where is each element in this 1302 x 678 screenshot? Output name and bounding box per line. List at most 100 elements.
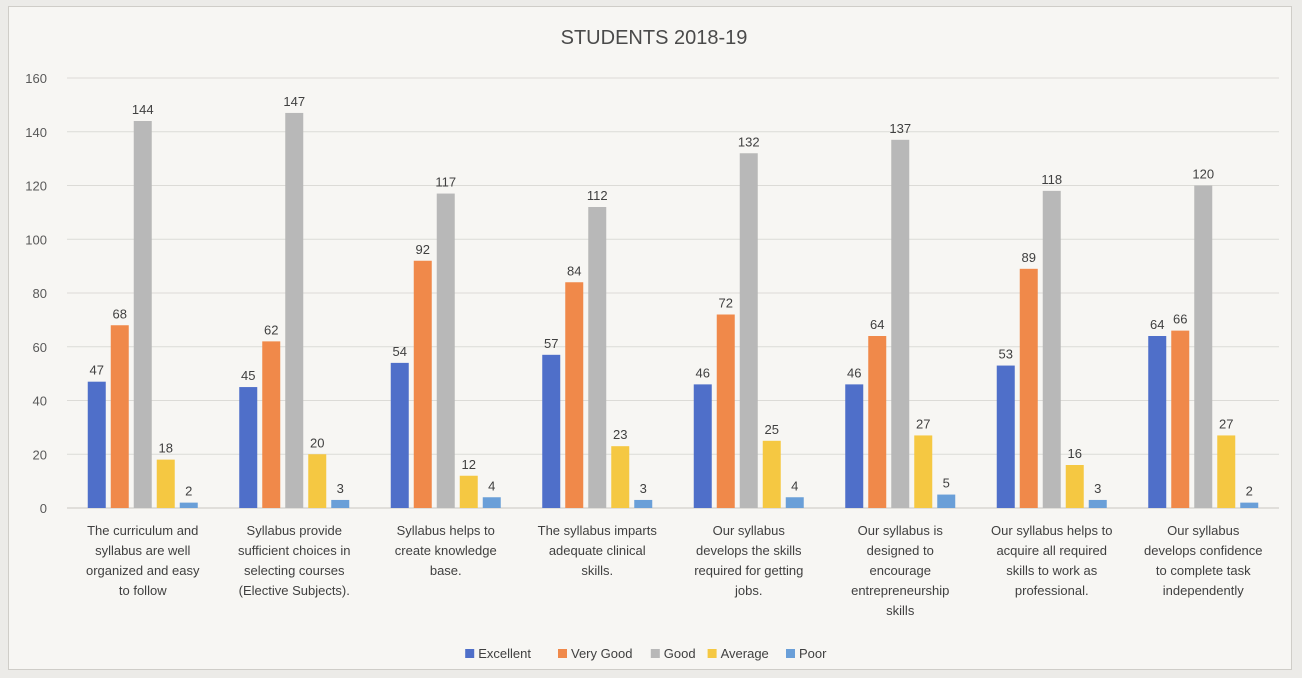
data-label: 47 xyxy=(90,363,104,378)
data-label: 66 xyxy=(1173,312,1187,327)
data-label: 64 xyxy=(1150,317,1164,332)
bar-excellent xyxy=(542,354,561,508)
chart-frame: STUDENTS 2018-19 0 20 40 60 80 100 120 140 160 4… xyxy=(8,6,1292,670)
x-tick-label: Syllabus provide sufficient choices in sel… xyxy=(238,523,351,598)
bar-good xyxy=(285,112,304,508)
data-labels-layer: 4768144182456214720354921171245784112233… xyxy=(90,94,1253,499)
legend-label: Average xyxy=(721,646,769,661)
data-label: 46 xyxy=(847,365,861,380)
data-label: 57 xyxy=(544,336,558,351)
data-label: 120 xyxy=(1192,167,1214,182)
x-tick-label: Our syllabus develops confidence to comple… xyxy=(1144,523,1263,598)
data-label: 117 xyxy=(435,175,456,190)
bar-poor xyxy=(937,494,956,508)
y-tick-label: 120 xyxy=(25,179,47,194)
bar-good xyxy=(891,139,910,508)
bar-good xyxy=(588,207,607,508)
y-tick-label: 20 xyxy=(33,447,47,462)
grid-layer: 0 20 40 60 80 100 120 140 160 xyxy=(25,71,1279,516)
bar-excellent xyxy=(693,384,712,508)
y-tick-label: 60 xyxy=(33,340,47,355)
bar-very-good xyxy=(110,325,129,508)
category-labels-layer: The curriculum and syllabus are well organ… xyxy=(86,523,1263,618)
data-label: 4 xyxy=(791,478,798,493)
bar-poor xyxy=(1240,502,1259,508)
data-label: 23 xyxy=(613,427,627,442)
legend-label: Good xyxy=(664,646,696,661)
chart-svg: STUDENTS 2018-19 0 20 40 60 80 100 120 140 160 4… xyxy=(25,27,1279,661)
bar-very-good xyxy=(1019,268,1038,508)
data-label: 92 xyxy=(416,242,430,257)
x-tick-label: The curriculum and syllabus are well organ… xyxy=(86,523,200,598)
legend-label: Very Good xyxy=(571,646,632,661)
data-label: 3 xyxy=(1094,481,1101,496)
bar-excellent xyxy=(390,362,409,508)
data-label: 25 xyxy=(765,422,779,437)
legend: Excellent Very Good Good Average Poor xyxy=(465,646,827,661)
y-tick-label: 100 xyxy=(25,232,47,247)
data-label: 45 xyxy=(241,368,255,383)
legend-label: Excellent xyxy=(478,646,531,661)
data-label: 68 xyxy=(113,306,127,321)
data-label: 118 xyxy=(1041,172,1062,187)
bar-average xyxy=(459,475,478,508)
data-label: 3 xyxy=(337,481,344,496)
bar-excellent xyxy=(239,387,258,508)
data-label: 62 xyxy=(264,322,278,337)
data-label: 132 xyxy=(738,134,760,149)
data-label: 53 xyxy=(999,347,1013,362)
bar-very-good xyxy=(716,314,735,508)
x-tick-label: Our syllabus is designed to encourage entre… xyxy=(851,523,949,618)
bar-excellent xyxy=(845,384,864,508)
data-label: 27 xyxy=(916,416,930,431)
bar-average xyxy=(762,440,781,508)
bar-good xyxy=(739,153,758,508)
bar-good xyxy=(133,121,152,508)
y-tick-label: 40 xyxy=(33,394,47,409)
legend-swatch-excellent xyxy=(465,649,475,658)
x-tick-label: The syllabus imparts adequate clinical ski… xyxy=(538,523,658,578)
bar-excellent xyxy=(996,365,1015,508)
data-label: 54 xyxy=(393,344,407,359)
data-label: 18 xyxy=(159,441,173,456)
chart-title: STUDENTS 2018-19 xyxy=(561,27,748,49)
legend-swatch-poor xyxy=(786,649,795,658)
bar-poor xyxy=(1088,499,1107,508)
data-label: 2 xyxy=(1246,484,1253,499)
y-tick-label: 160 xyxy=(25,71,47,86)
data-label: 4 xyxy=(488,478,495,493)
bar-poor xyxy=(634,499,653,508)
bar-average xyxy=(1065,465,1084,508)
data-label: 16 xyxy=(1068,446,1082,461)
bar-very-good xyxy=(262,341,281,508)
data-label: 12 xyxy=(462,457,476,472)
data-label: 46 xyxy=(696,365,710,380)
x-tick-label: Our syllabus develops the skills required … xyxy=(694,523,803,598)
x-tick-label: Syllabus helps to create knowledge base. xyxy=(395,523,497,578)
bar-very-good xyxy=(868,336,887,508)
bar-good xyxy=(1194,185,1213,508)
bar-poor xyxy=(179,502,198,508)
bar-excellent xyxy=(87,381,106,508)
bar-average xyxy=(308,454,327,508)
bar-good xyxy=(436,193,455,508)
data-label: 147 xyxy=(283,94,305,109)
data-label: 20 xyxy=(310,435,324,450)
data-label: 2 xyxy=(185,484,192,499)
bar-poor xyxy=(785,497,804,508)
x-tick-label: Our syllabus helps to acquire all require… xyxy=(991,523,1112,598)
bar-good xyxy=(1042,190,1061,508)
bar-very-good xyxy=(413,260,432,508)
data-label: 64 xyxy=(870,317,884,332)
bar-excellent xyxy=(1148,336,1167,508)
legend-swatch-good xyxy=(650,649,660,658)
legend-swatch-very-good xyxy=(558,649,567,658)
bar-very-good xyxy=(565,282,584,508)
bar-very-good xyxy=(1171,330,1190,508)
data-label: 137 xyxy=(889,121,911,136)
legend-swatch-average xyxy=(707,649,717,658)
y-tick-label: 0 xyxy=(40,501,47,516)
legend-label: Poor xyxy=(799,646,827,661)
data-label: 144 xyxy=(132,102,154,117)
bar-average xyxy=(156,459,175,508)
